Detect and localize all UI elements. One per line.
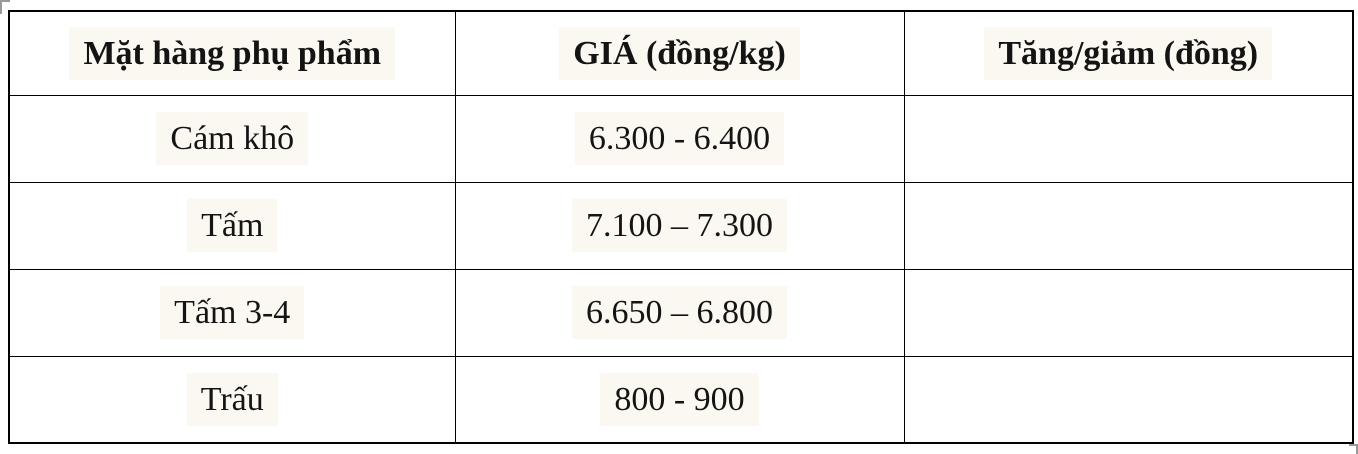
byproduct-price-table: Mặt hàng phụ phẩm GIÁ (đồng/kg) Tăng/giả… [8, 10, 1354, 444]
item-name: Cám khô [156, 111, 309, 166]
header-cell-item: Mặt hàng phụ phẩm [8, 10, 456, 96]
price-value: 7.100 – 7.300 [572, 198, 787, 253]
item-name: Tấm [187, 198, 278, 253]
change-cell [903, 268, 1354, 357]
table-row: Tấm 7.100 – 7.300 [8, 181, 1354, 270]
header-change-label: Tăng/giảm (đồng) [984, 26, 1273, 80]
change-cell [903, 181, 1354, 270]
change-cell [903, 355, 1354, 444]
table-resize-handle-icon[interactable] [1349, 444, 1358, 454]
price-cell: 6.650 – 6.800 [454, 268, 905, 357]
price-value: 800 - 900 [600, 372, 759, 426]
price-value: 6.300 - 6.400 [574, 111, 785, 166]
table-row: Tấm 3-4 6.650 – 6.800 [8, 268, 1354, 357]
table-move-handle-icon[interactable] [0, 0, 10, 14]
change-cell [903, 94, 1354, 183]
item-cell: Tấm 3-4 [8, 268, 456, 357]
item-cell: Cám khô [8, 94, 456, 183]
header-cell-price: GIÁ (đồng/kg) [454, 10, 905, 96]
header-item-label: Mặt hàng phụ phẩm [69, 26, 396, 80]
price-cell: 800 - 900 [454, 355, 905, 444]
price-value: 6.650 – 6.800 [572, 285, 787, 340]
item-name: Tấm 3-4 [160, 285, 305, 340]
header-row: Mặt hàng phụ phẩm GIÁ (đồng/kg) Tăng/giả… [8, 10, 1354, 96]
header-price-label: GIÁ (đồng/kg) [559, 26, 800, 80]
price-cell: 6.300 - 6.400 [454, 94, 905, 183]
item-cell: Tấm [8, 181, 456, 270]
item-name: Trấu [186, 372, 278, 426]
price-cell: 7.100 – 7.300 [454, 181, 905, 270]
item-cell: Trấu [8, 355, 456, 444]
table-row: Cám khô 6.300 - 6.400 [8, 94, 1354, 183]
header-cell-change: Tăng/giảm (đồng) [903, 10, 1354, 96]
table-row: Trấu 800 - 900 [8, 355, 1354, 444]
